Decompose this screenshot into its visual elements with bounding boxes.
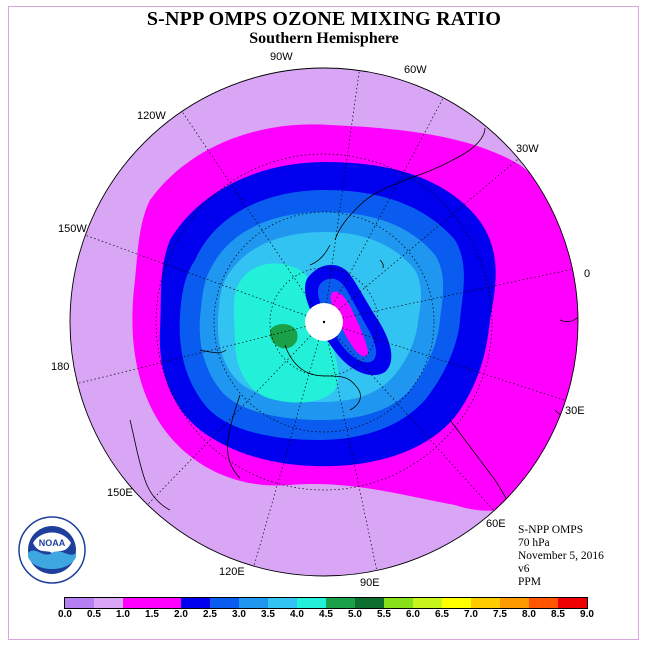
info-date: November 5, 2016 [518,550,604,562]
colorbar-swatch [558,598,587,608]
colorbar-tick-label: 4.0 [290,609,304,620]
colorbar-tick-label: 0.5 [87,609,101,620]
info-level: 70 hPa [518,537,550,549]
meridian-line [147,335,312,505]
colorbar-tick-label: 7.0 [464,609,478,620]
info-block: S-NPP OMPS 70 hPa November 5, 2016 v6 PP… [518,524,604,589]
colorbar [64,597,588,609]
latitude-circles [155,153,493,491]
colorbar-swatch [413,598,442,608]
longitude-label: 60E [486,518,506,530]
info-version: v6 [518,563,530,575]
map-boundary [69,67,579,577]
meridian-lines [77,70,573,571]
meridian-line [342,268,573,319]
colorbar-tick-label: 5.0 [348,609,362,620]
longitude-label: 120E [219,566,245,578]
colorbar-ticks: 0.0 0.5 1.0 1.5 2.0 2.5 3.0 3.5 4.0 4.5 5.0 5.5 6.0 6… [0,609,648,623]
colorbar-tick-label: 1.0 [116,609,130,620]
longitude-label: 120W [137,110,166,122]
colorbar-swatch [384,598,413,608]
longitude-label: 150W [58,223,87,235]
meridian-line [326,70,360,304]
colorbar-swatch [471,598,500,608]
meridian-line [181,111,314,307]
longitude-label: 60W [404,64,427,76]
colorbar-swatch [529,598,558,608]
longitude-label: 90E [360,577,380,589]
longitude-label: 30E [565,405,585,417]
meridian-line [336,335,495,511]
colorbar-swatch [210,598,239,608]
colorbar-swatch [123,598,152,608]
colorbar-swatch [442,598,471,608]
colorbar-tick-label: 3.0 [232,609,246,620]
colorbar-swatch [326,598,355,608]
meridian-line [85,234,307,316]
meridian-line [77,326,306,384]
colorbar-tick-label: 6.0 [406,609,420,620]
coastlines [129,127,578,521]
longitude-label: 90W [270,51,293,63]
colorbar-swatch [181,598,210,608]
colorbar-tick-label: 6.5 [435,609,449,620]
colorbar-tick-label: 0.0 [58,609,72,620]
colorbar-swatch [297,598,326,608]
colorbar-tick-label: 4.5 [319,609,333,620]
longitude-label: 180 [51,361,69,373]
colorbar-swatch [268,598,297,608]
colorbar-swatch [500,598,529,608]
noaa-logo: NOAA [18,516,86,584]
longitude-label: 30W [516,143,539,155]
colorbar-tick-label: 1.5 [145,609,159,620]
longitude-label: 150E [107,487,133,499]
chart-title: S-NPP OMPS OZONE MIXING RATIO [146,8,502,30]
inner-magenta-region [330,291,368,357]
meridian-line [253,340,320,567]
longitude-labels: 90W 60W 30W 0 30E 60E 90E 120E 150E 180 150W 120W [51,51,590,589]
meridian-line [341,327,566,401]
logo-text: NOAA [39,538,66,548]
meridian-line [332,97,444,306]
info-units: PPM [518,576,542,588]
colorbar-swatch [239,598,268,608]
longitude-label: 0 [584,268,590,280]
colorbar-swatch [94,598,123,608]
colorbar-tick-label: 5.5 [377,609,391,620]
figure-frame [8,6,639,640]
colorbar-tick-label: 8.5 [551,609,565,620]
colorbar-tick-label: 2.5 [203,609,217,620]
dark-green-region [270,324,298,349]
colorbar-swatch [355,598,384,608]
meridian-line [327,340,378,571]
colorbar-tick-label: 8.0 [522,609,536,620]
colorbar-tick-label: 7.5 [493,609,507,620]
colorbar-tick-label: 3.5 [261,609,275,620]
colorbar-swatch [152,598,181,608]
pole-marker [322,320,326,324]
chart-subtitle: Southern Hemisphere [249,30,399,47]
colorbar-swatch [65,598,94,608]
info-instrument: S-NPP OMPS [518,524,584,536]
colorbar-tick-label: 2.0 [174,609,188,620]
colorbar-tick-label: 9.0 [580,609,594,620]
